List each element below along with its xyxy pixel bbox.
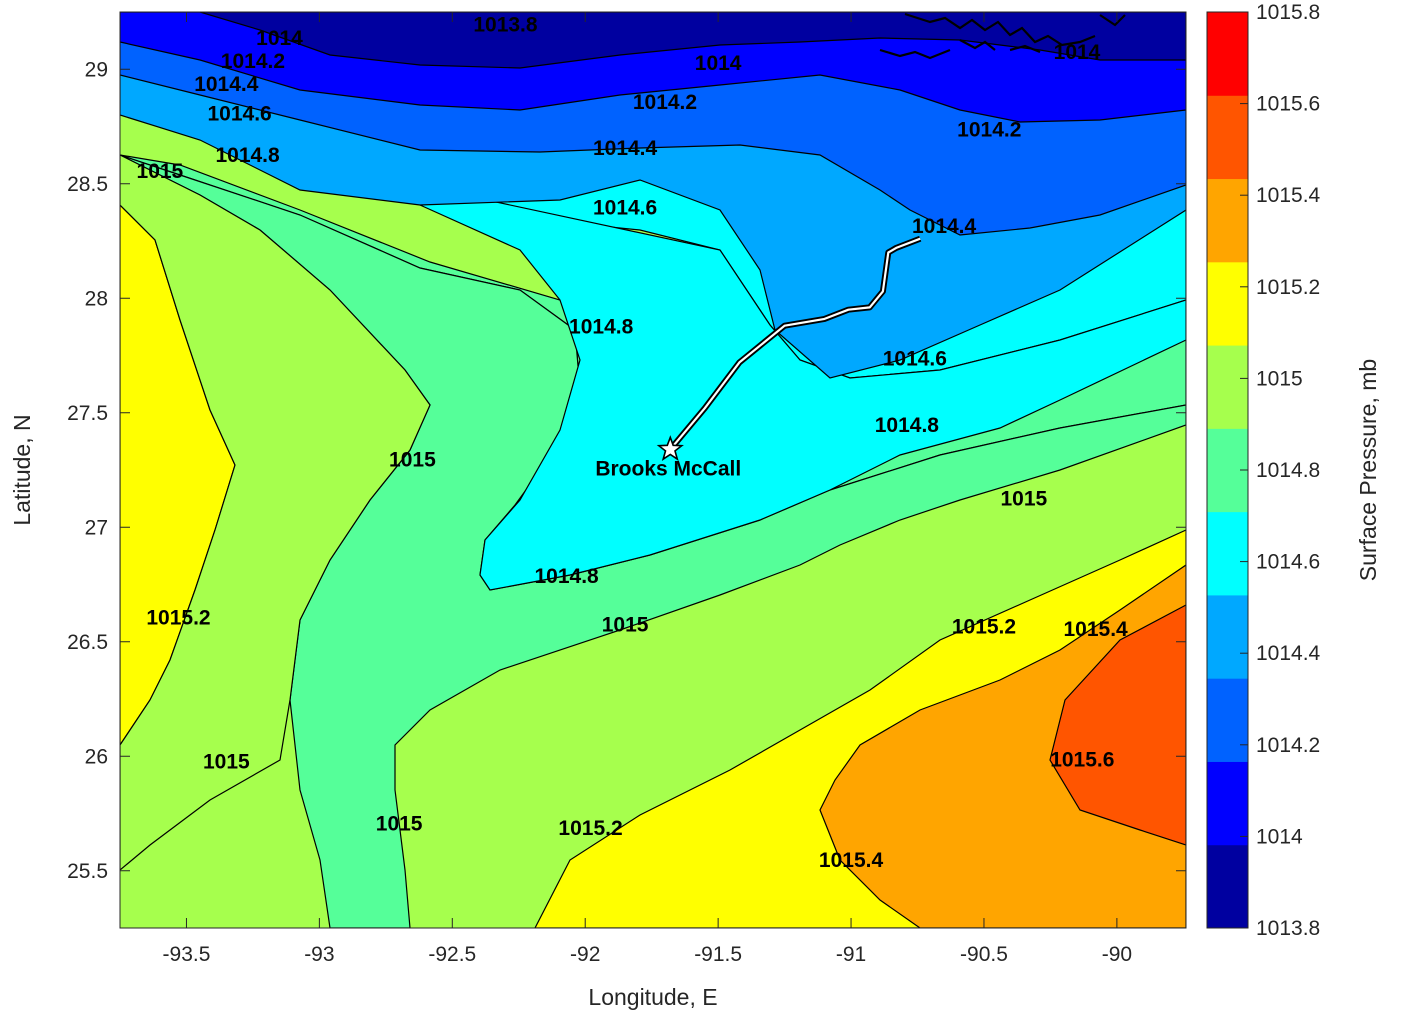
contour-label: 1015 [376,812,423,835]
x-tick-label: -91 [836,943,866,966]
x-tick-label: -90.5 [960,943,1008,966]
contour-label: 1014.4 [194,73,259,96]
y-tick-label: 27 [85,516,108,539]
colorbar-segment [1207,345,1248,429]
colorbar-segment [1207,761,1248,846]
colorbar-segment [1207,95,1248,180]
contour-label: 1014 [695,52,742,75]
contour-label: 1014.2 [957,119,1021,142]
contour-label: 1015.2 [146,606,210,629]
colorbar-tick-label: 1014.6 [1256,551,1320,574]
colorbar-tick-label: 1014.4 [1256,642,1321,665]
band-1015-4 [819,564,1186,928]
y-tick-label: 27.5 [67,402,108,425]
colorbar: 1013.8 1014 1014.2 1014.4 1014.6 1014.8 1015 10… [1206,1,1321,940]
contour-label: 1014.2 [221,50,285,73]
contour-label: 1014.8 [875,414,940,437]
contour-label: 1014.6 [593,196,657,219]
colorbar-tick-label: 1015.2 [1256,276,1320,299]
y-axis: 25.5 26 26.5 27 27.5 28 28.5 29 [67,58,1186,883]
y-tick-label: 29 [85,58,108,81]
contour-label: 1014 [1054,41,1101,64]
x-tick-label: -93.5 [163,943,211,966]
band-1015-6 [1049,604,1186,846]
y-axis-label: Latitude, N [9,414,35,525]
band-1013-8 [199,12,1186,69]
colorbar-tick-label: 1013.8 [1256,917,1320,940]
colorbar-segment [1207,261,1248,346]
contour-label: 1015.4 [1063,618,1128,641]
contour-label: 1015 [1000,487,1047,510]
contour-label: 1014.8 [215,144,280,167]
x-tick-label: -92.5 [428,943,476,966]
band-1015-west-lower [120,154,431,871]
contour-labels: 1013.810141014.21014.41014.61014.8101510… [137,13,1129,872]
contour-label: 1014.8 [534,565,599,588]
band-1014-6-tongue [299,159,1186,591]
colorbar-tick-label: 1015.4 [1256,184,1321,207]
contour-label: 1015.6 [1050,748,1114,771]
x-axis: -93.5 -93 -92.5 -92 -91.5 -91 -90.5 -90 [163,12,1132,966]
contour-label: 1015 [389,448,436,471]
contour-label: 1015.2 [558,817,622,840]
colorbar-segment [1207,511,1248,596]
y-tick-label: 28 [85,287,108,310]
plot-frame [119,11,1187,929]
colorbar-segment [1207,178,1248,263]
contour-label: 1014.6 [208,103,272,126]
contour-label: 1015 [203,751,250,774]
colorbar-segment [1207,844,1248,929]
colorbar-tick-label: 1015.6 [1256,93,1320,116]
contour-label: 1015 [602,613,649,636]
contour-label: 1015.2 [952,616,1016,639]
x-tick-label: -92 [570,943,600,966]
colorbar-segment [1207,594,1248,679]
contour-label: 1015.4 [819,849,884,872]
x-tick-label: -93 [304,943,334,966]
x-tick-label: -90 [1102,943,1132,966]
ship-position-star-icon [656,435,684,461]
ship-name-label: Brooks McCall [595,457,741,480]
colorbar-tick-label: 1014 [1256,825,1303,848]
contour-label: 1014.6 [883,348,947,371]
colorbar-segment [1207,678,1248,762]
colorbar-tick-label: 1014.2 [1256,734,1320,757]
contour-label: 1014.4 [593,137,658,160]
colorbar-segment [1207,12,1248,96]
x-tick-label: -91.5 [694,943,742,966]
y-tick-label: 26 [85,745,108,768]
coastline [879,12,1126,60]
colorbar-tick-label: 1014.8 [1256,459,1320,482]
contour-label: 1015 [137,160,184,183]
x-axis-label: Longitude, E [588,984,717,1010]
contour-label: 1014.8 [569,316,634,339]
colorbar-tick-label: 1015.8 [1256,1,1320,24]
y-tick-label: 26.5 [67,631,108,654]
colorbar-tick-label: 1015 [1256,367,1303,390]
plot-area [120,12,1186,928]
contour-label: 1014 [256,27,303,50]
y-tick-label: 28.5 [67,173,108,196]
contour-label: 1013.8 [473,13,538,36]
y-tick-label: 25.5 [67,860,108,883]
contour-label: 1014.4 [912,215,977,238]
ship-track [669,237,921,451]
contour-label: 1014.2 [633,91,697,114]
ship-track-group: Brooks McCall [595,235,922,480]
colorbar-label: Surface Pressure, mb [1355,359,1381,581]
